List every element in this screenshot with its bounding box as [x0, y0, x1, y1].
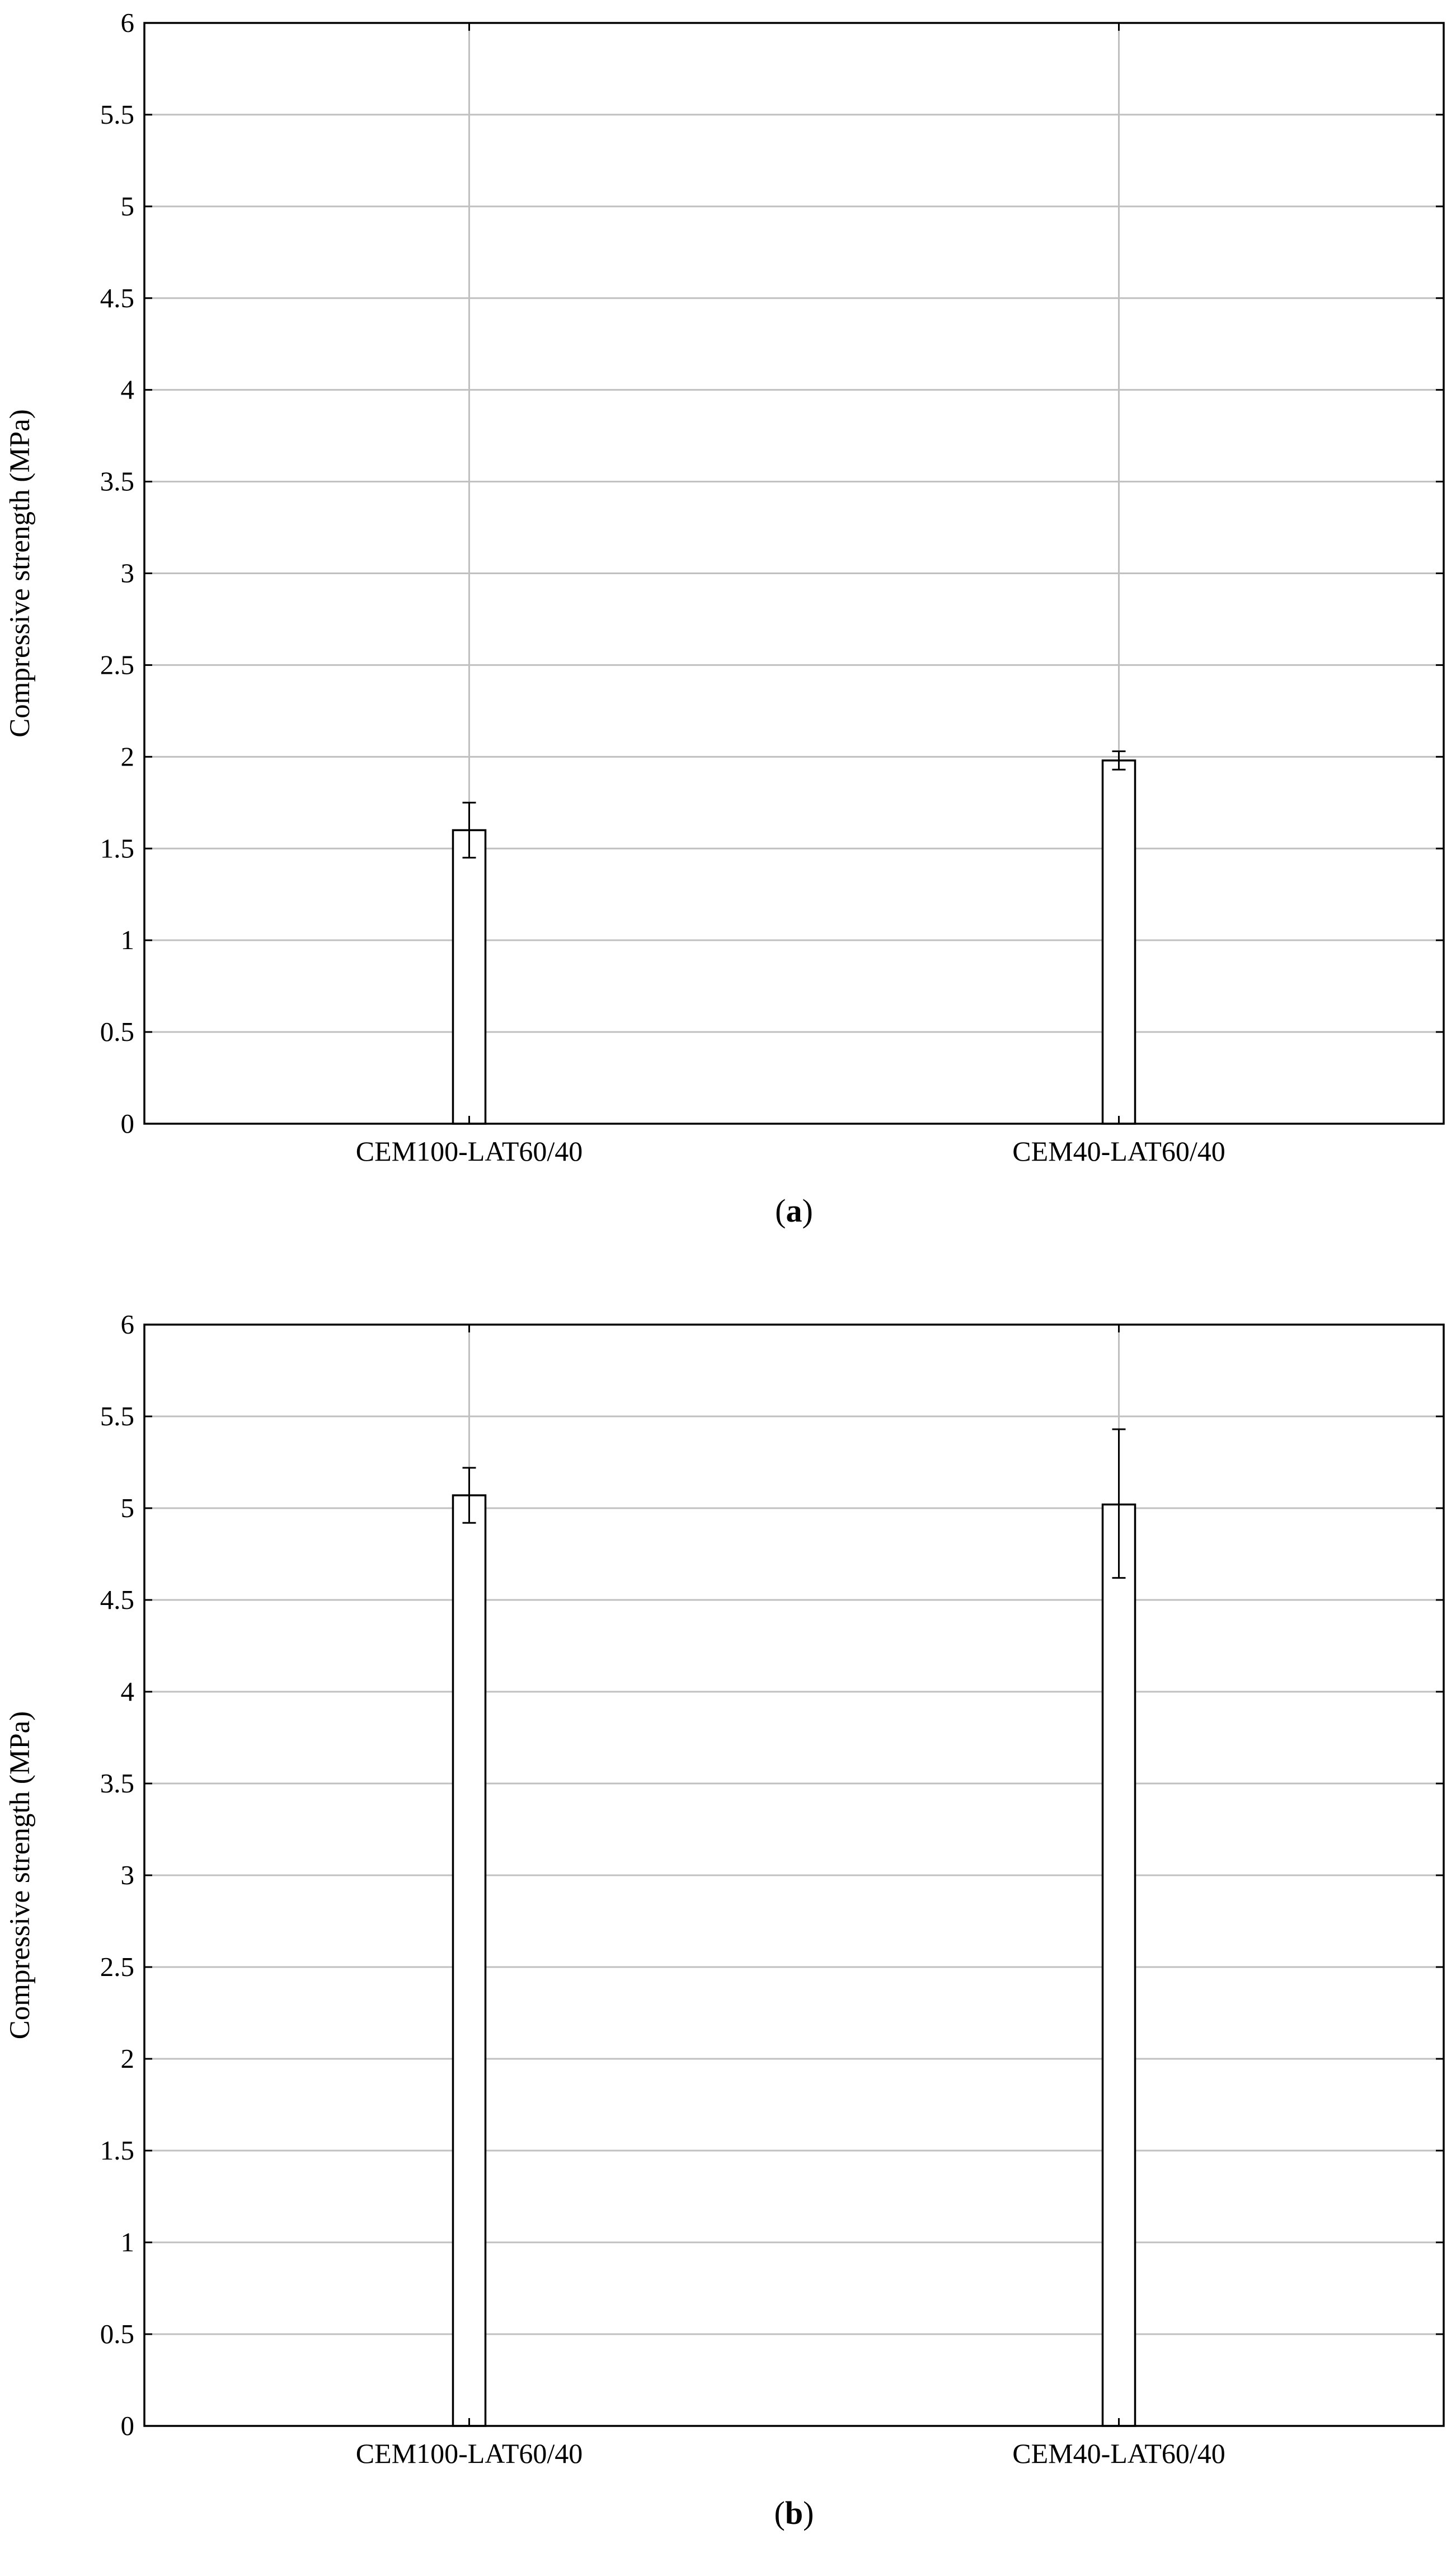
y-tick-label: 3.5 [100, 1768, 134, 1799]
y-tick-label: 1.5 [100, 2135, 134, 2166]
caption-paren-close: ) [802, 1193, 813, 1229]
y-tick-label: 4 [121, 374, 135, 405]
caption-paren-open: ( [775, 1193, 786, 1229]
y-tick-label: 0.5 [100, 2318, 134, 2349]
y-tick-label: 1.5 [100, 833, 134, 863]
y-tick-label: 5.5 [100, 1401, 134, 1431]
bar [1101, 1503, 1136, 2427]
y-axis-title: Compressive strength (MPa) [4, 1711, 36, 2039]
y-tick-label: 6 [121, 7, 135, 38]
x-category-label: CEM100-LAT60/40 [356, 1135, 583, 1167]
chart-panel-b: 0 0.5 1 1.5 2 2.5 3 3.5 4 4.5 5 5.5 6 CEM100-LAT60/40… [4, 1309, 1445, 2531]
y-tick-label: 5 [121, 191, 135, 222]
caption-paren-close: ) [803, 2495, 814, 2531]
y-tick-label: 1 [121, 2227, 135, 2257]
caption-letter: b [785, 2495, 803, 2531]
error-bar [1112, 750, 1126, 771]
panel-caption: (a) [775, 1193, 813, 1229]
y-tick-label: 3 [121, 558, 135, 589]
y-tick-label: 4 [121, 1676, 135, 1707]
bar [452, 1494, 487, 2427]
y-tick-label: 2 [121, 741, 135, 772]
bar [452, 829, 487, 1125]
y-axis-title: Compressive strength (MPa) [4, 409, 36, 737]
bar [1101, 759, 1136, 1125]
panel-caption: (b) [774, 2495, 814, 2531]
y-tick-label: 4.5 [100, 1584, 134, 1615]
y-tick-label: 2.5 [100, 1951, 134, 1982]
error-bar [462, 1467, 476, 1524]
x-category-label: CEM40-LAT60/40 [1012, 2438, 1225, 2469]
y-tick-label: 5 [121, 1492, 135, 1523]
y-tick-label: 6 [121, 1309, 135, 1340]
x-category-label: CEM40-LAT60/40 [1012, 1135, 1225, 1167]
y-tick-label: 4.5 [100, 283, 134, 313]
y-tick-label: 3.5 [100, 466, 134, 497]
caption-paren-open: ( [774, 2495, 785, 2531]
y-tick-label: 0 [121, 1108, 135, 1139]
error-bar [1112, 1428, 1126, 1579]
caption-letter: a [786, 1193, 802, 1229]
y-tick-label: 2.5 [100, 649, 134, 680]
y-tick-label: 0 [121, 2410, 135, 2441]
y-tick-label: 0.5 [100, 1016, 134, 1047]
y-tick-label: 3 [121, 1860, 135, 1890]
x-category-label: CEM100-LAT60/40 [356, 2438, 583, 2469]
error-bar [462, 801, 476, 859]
y-tick-label: 2 [121, 2043, 135, 2074]
y-tick-label: 5.5 [100, 99, 134, 130]
chart-panel-a: 0 0.5 1 1.5 2 2.5 3 3.5 4 4.5 5 5.5 6 CEM100-LAT60/40… [4, 7, 1445, 1229]
y-tick-label: 1 [121, 924, 135, 955]
